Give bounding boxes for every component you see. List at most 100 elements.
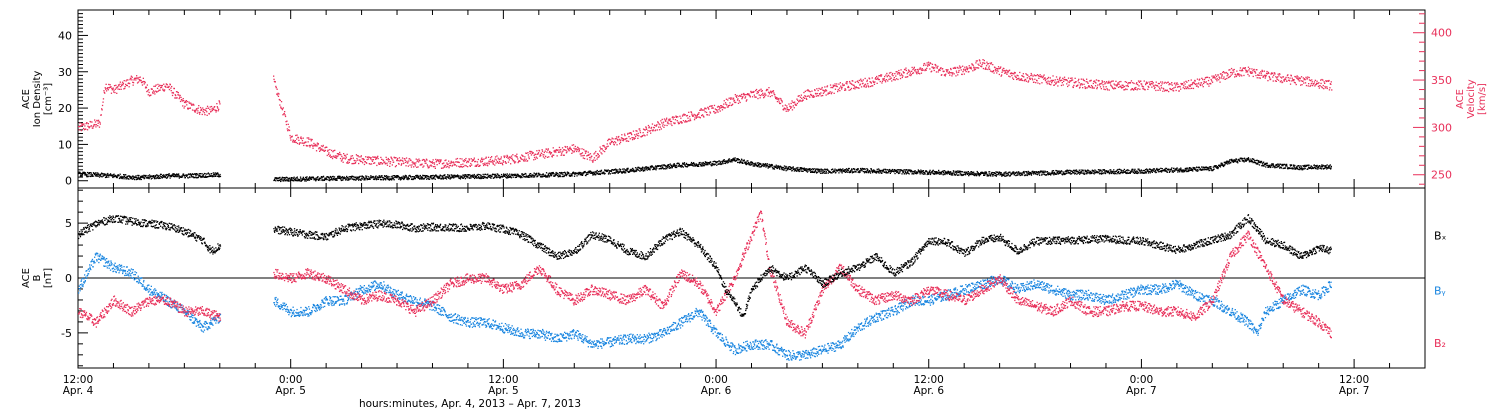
density-series-point [830,169,833,171]
density-series-point [685,165,687,168]
velocity-series-point [86,129,89,131]
velocity-series-point [840,85,842,87]
velocity-series-point [365,156,367,158]
density-series-point [471,174,473,177]
density-series-point [468,177,470,179]
velocity-series-point [915,72,918,74]
density-series-point [177,174,179,176]
velocity-series-point [176,97,178,99]
density-series-point [836,169,838,171]
velocity-series-point [1063,76,1066,78]
velocity-series-point [1085,81,1087,83]
density-series-point [354,176,357,178]
velocity-series-point [459,158,461,160]
velocity-series-point [703,109,705,111]
density-series-point [128,178,130,180]
velocity-series-point [203,112,206,114]
density-series-point [808,168,811,171]
velocity-series-point [1193,81,1195,83]
velocity-series-point [354,160,356,162]
velocity-series-point [1241,75,1243,77]
velocity-series-point [135,79,137,81]
velocity-series-point [327,149,329,151]
velocity-series-point [1081,83,1083,85]
velocity-series-point [1068,84,1070,86]
velocity-series-point [471,164,473,166]
density-series-point [142,176,144,178]
density-series-point [422,174,424,176]
velocity-series-point [1229,69,1231,71]
velocity-series-point [762,92,764,94]
density-series-point [144,174,146,177]
velocity-series-point [992,64,994,66]
velocity-series-point [1001,74,1003,76]
density-series-point [357,177,359,179]
density-series-point [126,175,129,177]
density-series-point [79,172,81,174]
velocity-series-point [915,71,917,73]
velocity-series-point [1307,85,1309,87]
density-series-point [697,164,699,166]
velocity-series-point [883,77,885,80]
density-series-point [323,179,325,181]
density-series-point [588,172,591,174]
velocity-series-point [1121,84,1123,86]
density-series-point [615,169,617,171]
velocity-series-point [866,80,868,83]
velocity-series-point [1007,70,1009,72]
velocity-series-point [920,72,923,74]
density-series-point [599,170,601,172]
density-series-point [508,175,510,177]
velocity-series-point [470,158,472,160]
velocity-series-point [908,70,910,72]
velocity-series-point [134,77,136,79]
velocity-series-point [136,77,138,79]
density-series-point [81,174,84,176]
density-series-point [655,169,657,171]
density-series-point [152,175,154,177]
velocity-series-point [978,64,980,66]
velocity-series-point [1000,75,1002,77]
density-series-point [727,161,730,163]
density-series-point [519,176,521,178]
velocity-series-point [995,67,997,70]
velocity-series-point [731,97,733,99]
velocity-series-point [385,163,387,165]
velocity-series-point [1124,89,1126,91]
velocity-series-point [1036,74,1039,76]
density-series-point [812,170,814,172]
velocity-series-point [610,141,612,144]
density-series-point [441,178,443,180]
density-series-point [670,164,672,167]
velocity-series-point [1215,74,1217,76]
density-series-point [315,177,317,179]
density-series-point [602,171,604,173]
velocity-series-point [199,113,201,115]
velocity-series-point [874,78,876,80]
density-series-point [450,174,452,176]
velocity-series-point [904,69,906,71]
velocity-series-point [1258,77,1260,79]
velocity-series-point [1141,85,1144,88]
velocity-series-point [1075,81,1077,83]
velocity-series-point [674,119,677,121]
density-series-point [708,163,710,165]
velocity-series-point [720,107,722,109]
density-series-point [309,176,311,178]
density-series-point [202,174,204,177]
velocity-series-point [677,121,679,123]
density-series-point [667,165,670,167]
velocity-series-point [130,77,132,80]
velocity-series-point [1246,71,1249,73]
velocity-series-point [1222,77,1224,80]
density-series-point [721,163,723,165]
velocity-series-point [893,77,895,79]
density-series-point [652,168,654,171]
velocity-series-point [953,73,955,75]
density-series-point [716,164,718,166]
density-series-point [621,171,623,173]
density-series-point [358,179,360,181]
velocity-series-point [517,158,519,160]
density-series-point [768,166,770,168]
